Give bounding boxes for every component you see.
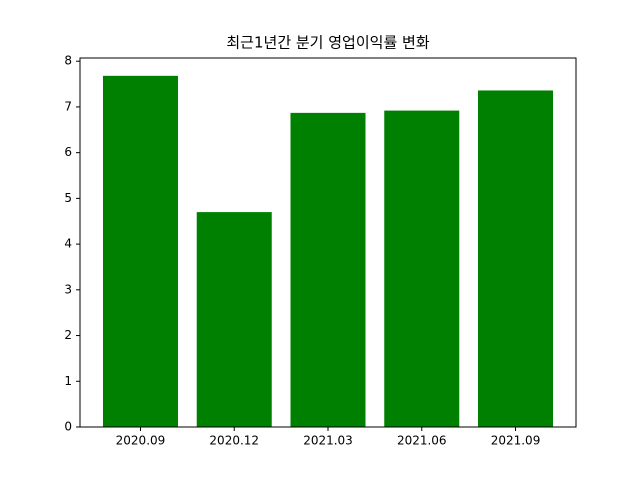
y-tick-label: 4 <box>64 237 72 251</box>
x-tick-label: 2021.09 <box>491 434 541 448</box>
x-tick-label: 2021.03 <box>303 434 353 448</box>
chart-title: 최근1년간 분기 영업이익률 변화 <box>226 34 429 52</box>
y-tick-label: 3 <box>64 282 72 296</box>
bar <box>384 110 460 427</box>
y-tick-label: 2 <box>64 328 72 342</box>
y-tick-label: 0 <box>64 420 72 434</box>
bar <box>102 75 178 428</box>
x-tick-label: 2020.09 <box>116 434 166 448</box>
y-tick-label: 7 <box>64 99 72 113</box>
x-tick-label: 2020.12 <box>209 434 259 448</box>
plot-frame <box>79 57 577 428</box>
x-tick-label: 2021.06 <box>397 434 447 448</box>
y-tick-label: 1 <box>64 374 72 388</box>
bar <box>290 112 366 428</box>
bar <box>478 90 554 427</box>
y-tick-label: 5 <box>64 191 72 205</box>
y-tick-label: 8 <box>64 54 72 68</box>
y-tick-label: 6 <box>64 145 72 159</box>
bar <box>196 212 272 427</box>
